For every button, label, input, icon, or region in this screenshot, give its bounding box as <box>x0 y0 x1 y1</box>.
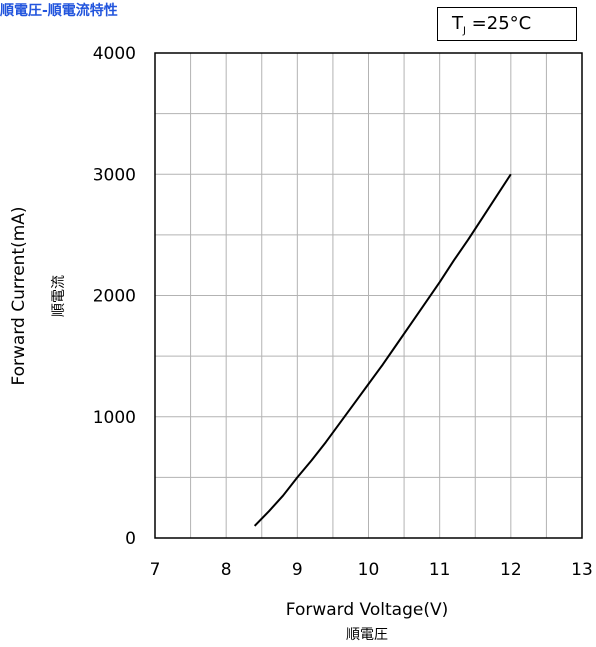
x-tick-label: 9 <box>292 560 303 580</box>
y-tick-label: 1000 <box>93 408 136 428</box>
plot-frame <box>154 52 583 539</box>
y-tick-label: 2000 <box>93 287 136 307</box>
x-axis-subtitle: 順電圧 <box>346 627 388 643</box>
x-tick-label: 8 <box>221 560 232 580</box>
x-tick-label: 13 <box>571 560 593 580</box>
chart-title: 順電圧-順電流特性 <box>0 3 118 19</box>
condition-box: TJ =25°C <box>437 7 577 41</box>
condition-symbol: T <box>452 13 463 34</box>
y-tick-labels: 0 1000 2000 3000 4000 <box>93 44 136 549</box>
y-axis-subtitle: 順電流 <box>51 275 67 317</box>
condition-value: =25°C <box>465 13 532 34</box>
series-line <box>253 173 512 527</box>
x-tick-labels: 7 8 9 10 11 12 13 <box>150 560 593 580</box>
x-axis-title: Forward Voltage(V) <box>286 600 448 620</box>
y-tick-label: 3000 <box>93 165 136 185</box>
y-tick-label: 4000 <box>93 44 136 64</box>
grid <box>155 53 582 538</box>
condition-subscript: J <box>463 25 466 37</box>
y-tick-label: 0 <box>125 529 136 549</box>
x-tick-label: 11 <box>429 560 451 580</box>
y-axis-title: Forward Current(mA) <box>9 206 29 385</box>
x-tick-label: 12 <box>500 560 522 580</box>
x-tick-label: 10 <box>358 560 380 580</box>
x-tick-label: 7 <box>150 560 161 580</box>
series-group <box>253 173 512 527</box>
